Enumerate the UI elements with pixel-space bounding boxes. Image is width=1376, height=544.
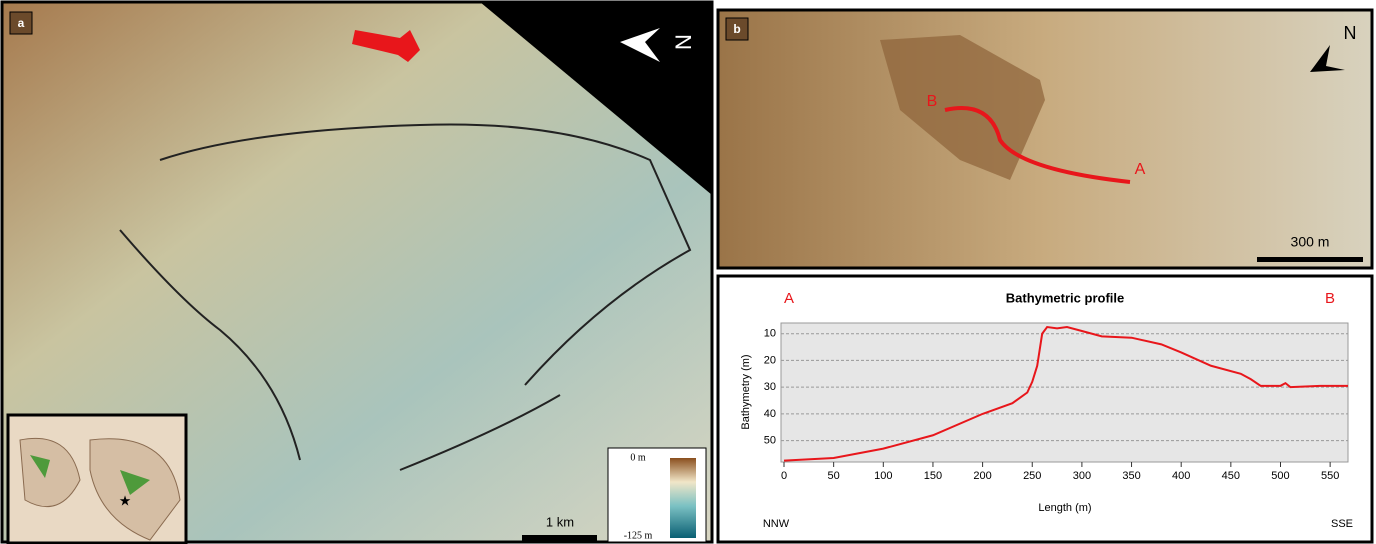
x-tick-label: 50 [828,470,840,482]
start-label: A [784,290,794,307]
left-note: NNW [763,518,790,530]
colorbar-bottom: -125 m [624,530,653,541]
panel-a: a N ★ 1 km 0 m -125 m [2,2,712,543]
x-tick-label: 450 [1222,470,1240,482]
x-tick-label: 550 [1321,470,1339,482]
x-tick-label: 100 [874,470,892,482]
x-tick-label: 250 [1023,470,1041,482]
x-tick-label: 200 [973,470,991,482]
x-tick-label: 300 [1073,470,1091,482]
end-label: B [1325,290,1335,307]
colorbar-top: 0 m [630,452,646,463]
svg-text:★: ★ [119,493,132,509]
x-tick-label: 150 [924,470,942,482]
north-label: N [1344,23,1357,43]
x-tick-label: 400 [1172,470,1190,482]
scale-label: 300 m [1291,234,1330,250]
chart-title: Bathymetric profile [1006,290,1124,305]
figure: a N ★ 1 km 0 m -125 m B A b N 300 m Bath… [0,0,1376,544]
y-tick-label: 30 [764,381,776,393]
y-tick-label: 40 [764,408,776,420]
x-tick-label: 350 [1122,470,1140,482]
x-axis-title: Length (m) [1038,502,1091,514]
x-tick-label: 0 [781,470,787,482]
profile-start: A [1135,161,1146,178]
y-tick-label: 50 [764,435,776,447]
profile-end: B [927,93,938,110]
scale-label: 1 km [546,514,574,529]
x-tick-label: 500 [1271,470,1289,482]
panel-label: a [18,16,25,30]
panel-b: B A b N 300 m [718,10,1372,268]
y-axis-title: Bathymetry (m) [740,354,752,429]
panel-label: b [733,22,740,36]
y-tick-label: 10 [764,328,776,340]
plot-area [781,323,1348,462]
right-note: SSE [1331,518,1353,530]
north-label: N [671,34,696,50]
y-tick-label: 20 [764,354,776,366]
